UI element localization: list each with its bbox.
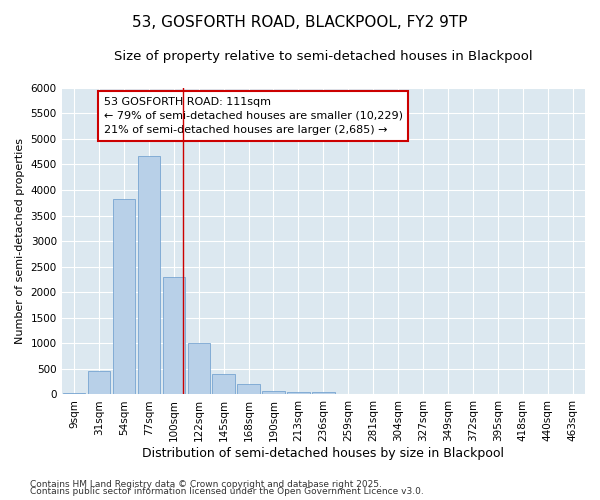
Bar [63, 393, 85, 394]
Text: Contains public sector information licensed under the Open Government Licence v3: Contains public sector information licen… [30, 487, 424, 496]
X-axis label: Distribution of semi-detached houses by size in Blackpool: Distribution of semi-detached houses by … [142, 447, 505, 460]
Bar [287, 392, 310, 394]
Bar [137, 156, 160, 394]
Bar [212, 374, 235, 394]
Y-axis label: Number of semi-detached properties: Number of semi-detached properties [15, 138, 25, 344]
Bar [163, 277, 185, 394]
Bar [188, 344, 210, 394]
Bar [88, 371, 110, 394]
Bar [262, 390, 285, 394]
Text: 53 GOSFORTH ROAD: 111sqm
← 79% of semi-detached houses are smaller (10,229)
21% : 53 GOSFORTH ROAD: 111sqm ← 79% of semi-d… [104, 97, 403, 135]
Bar [312, 392, 335, 394]
Bar [113, 199, 135, 394]
Text: Contains HM Land Registry data © Crown copyright and database right 2025.: Contains HM Land Registry data © Crown c… [30, 480, 382, 489]
Text: 53, GOSFORTH ROAD, BLACKPOOL, FY2 9TP: 53, GOSFORTH ROAD, BLACKPOOL, FY2 9TP [132, 15, 468, 30]
Title: Size of property relative to semi-detached houses in Blackpool: Size of property relative to semi-detach… [114, 50, 533, 63]
Bar [238, 384, 260, 394]
